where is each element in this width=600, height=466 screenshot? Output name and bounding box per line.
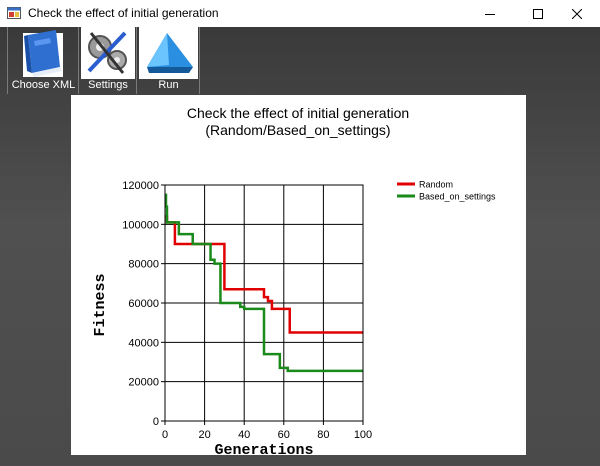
gears-tools-icon bbox=[81, 27, 135, 79]
minimize-button[interactable] bbox=[467, 0, 513, 27]
minimize-icon bbox=[485, 13, 495, 15]
title-bar: Check the effect of initial generation bbox=[0, 0, 600, 27]
run-label: Run bbox=[158, 79, 179, 91]
close-icon bbox=[572, 8, 582, 19]
x-tick-label: 0 bbox=[162, 429, 168, 441]
run-button[interactable]: Run bbox=[139, 27, 198, 94]
x-tick-label: 80 bbox=[317, 429, 329, 441]
toolbar-separator bbox=[7, 27, 8, 94]
settings-label: Settings bbox=[88, 79, 128, 91]
choose-xml-button[interactable]: Choose XML bbox=[10, 27, 77, 94]
window-title: Check the effect of initial generation bbox=[28, 6, 219, 20]
app-icon bbox=[7, 7, 21, 19]
chart-subtitle: (Random/Based_on_settings) bbox=[205, 122, 390, 138]
fitness-chart: Check the effect of initial generation (… bbox=[92, 105, 496, 459]
maximize-icon bbox=[533, 8, 543, 19]
y-tick-label: 80000 bbox=[128, 259, 159, 271]
close-button[interactable] bbox=[554, 0, 600, 27]
x-tick-label: 20 bbox=[198, 429, 210, 441]
toolbar-separator bbox=[199, 27, 200, 94]
legend-label: Random bbox=[419, 180, 453, 190]
y-tick-label: 100000 bbox=[122, 219, 159, 231]
plot-frame bbox=[164, 184, 364, 422]
x-tick-label: 40 bbox=[238, 429, 250, 441]
maximize-button[interactable] bbox=[515, 0, 561, 27]
y-tick-label: 20000 bbox=[128, 377, 159, 389]
blue-book-icon bbox=[23, 30, 63, 77]
choose-xml-label: Choose XML bbox=[11, 79, 76, 91]
x-tick-label: 100 bbox=[354, 429, 372, 441]
main-area: Choose XML Settings Run Check the effect… bbox=[0, 27, 600, 466]
series-line-based-on-settings bbox=[164, 193, 363, 373]
legend-label: Based_on_settings bbox=[419, 192, 496, 202]
toolbar-separator bbox=[136, 27, 137, 94]
y-axis-label: Fitness bbox=[92, 273, 109, 336]
y-tick-label: 60000 bbox=[128, 298, 159, 310]
chart-panel: Check the effect of initial generation (… bbox=[71, 95, 526, 459]
y-tick-label: 40000 bbox=[128, 337, 159, 349]
play-triangle-icon bbox=[139, 27, 198, 79]
chart-title: Check the effect of initial generation bbox=[187, 105, 409, 121]
chart-legend: Random Based_on_settings bbox=[397, 180, 496, 202]
x-axis-label: Generations bbox=[214, 442, 313, 455]
x-tick-label: 60 bbox=[278, 429, 290, 441]
y-tick-label: 0 bbox=[153, 416, 159, 428]
toolbar-separator bbox=[78, 27, 79, 94]
settings-button[interactable]: Settings bbox=[81, 27, 135, 94]
y-tick-label: 120000 bbox=[122, 180, 159, 192]
